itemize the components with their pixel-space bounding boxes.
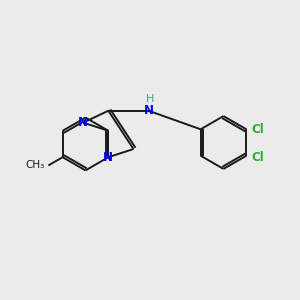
Text: N: N: [78, 116, 88, 129]
Text: N: N: [103, 151, 113, 164]
Text: Cl: Cl: [252, 151, 265, 164]
Text: CH₃: CH₃: [26, 160, 45, 170]
Text: H: H: [146, 94, 154, 104]
Text: Cl: Cl: [252, 123, 265, 136]
Text: N: N: [144, 104, 154, 117]
